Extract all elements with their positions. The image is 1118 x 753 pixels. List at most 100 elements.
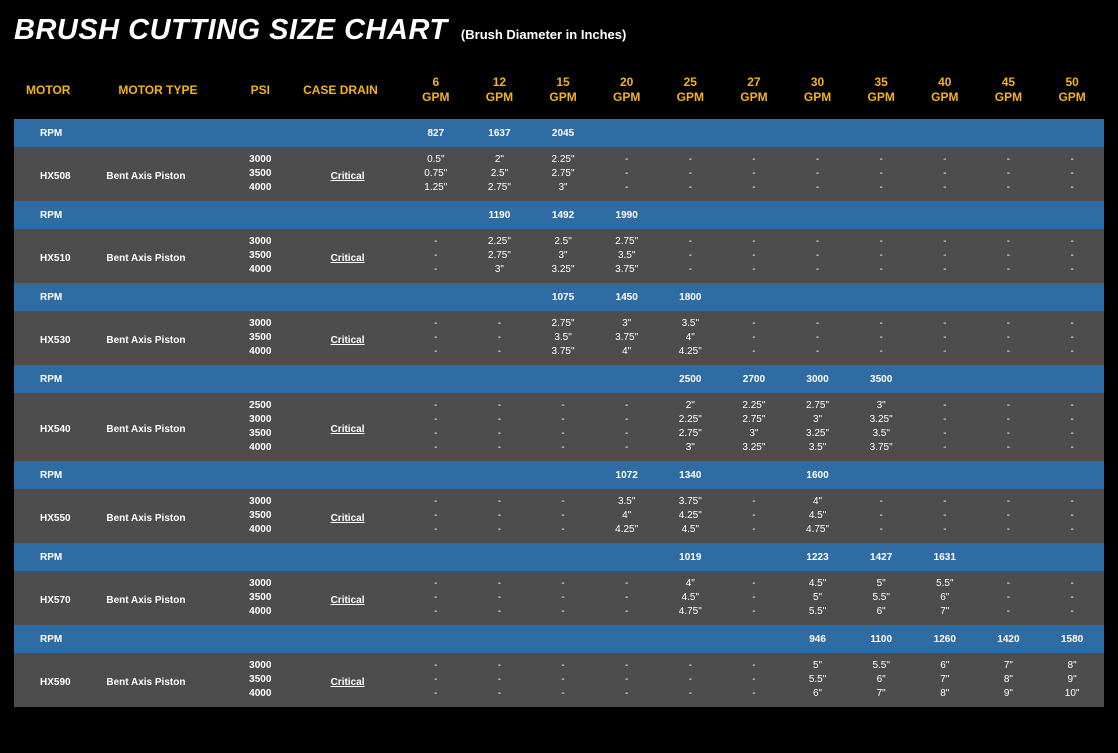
value-cell: - xyxy=(977,571,1041,591)
value-cell: 2.25" xyxy=(658,413,722,427)
value-cell: - xyxy=(468,673,532,687)
value-cell: - xyxy=(849,509,913,523)
value-cell: 2.75" xyxy=(531,167,595,181)
value-cell: 4" xyxy=(658,571,722,591)
value-cell: - xyxy=(849,263,913,283)
rpm-cell xyxy=(722,625,786,653)
rpm-cell xyxy=(468,283,532,311)
value-cell: - xyxy=(977,523,1041,543)
value-cell: 3.5" xyxy=(595,249,659,263)
psi-cell: 3500 xyxy=(230,249,292,263)
value-cell: 10" xyxy=(1040,687,1104,707)
case-drain: Critical xyxy=(291,311,404,365)
value-cell: - xyxy=(1040,393,1104,413)
rpm-row-HX530: RPM107514501800 xyxy=(14,283,1104,311)
value-cell: - xyxy=(786,229,850,249)
value-cell: 2" xyxy=(658,393,722,413)
col-gpm-45: 45GPM xyxy=(977,61,1041,119)
value-cell: - xyxy=(1040,311,1104,331)
value-cell: - xyxy=(531,489,595,509)
value-cell: - xyxy=(531,509,595,523)
rpm-cell xyxy=(913,119,977,147)
value-cell: - xyxy=(595,571,659,591)
value-cell: - xyxy=(913,523,977,543)
value-cell: - xyxy=(786,345,850,365)
col-gpm-40: 40GPM xyxy=(913,61,977,119)
case-drain: Critical xyxy=(291,571,404,625)
rpm-cell xyxy=(849,461,913,489)
value-cell: - xyxy=(1040,331,1104,345)
value-cell: 3" xyxy=(531,181,595,201)
value-cell: - xyxy=(722,181,786,201)
motor-type: Bent Axis Piston xyxy=(106,147,229,201)
value-cell: - xyxy=(849,181,913,201)
value-cell: 7" xyxy=(849,687,913,707)
rpm-cell: 2500 xyxy=(658,365,722,393)
rpm-cell xyxy=(531,543,595,571)
value-cell: - xyxy=(658,653,722,673)
rpm-cell xyxy=(977,543,1041,571)
motor-id: HX510 xyxy=(14,229,106,283)
value-cell: 7" xyxy=(977,653,1041,673)
rpm-label: RPM xyxy=(14,625,404,653)
value-cell: - xyxy=(1040,591,1104,605)
value-cell: - xyxy=(404,571,468,591)
value-cell: - xyxy=(977,263,1041,283)
value-cell: - xyxy=(658,263,722,283)
psi-cell: 3500 xyxy=(230,427,292,441)
page-subtitle: (Brush Diameter in Inches) xyxy=(461,27,626,42)
value-cell: - xyxy=(786,249,850,263)
value-cell: - xyxy=(658,181,722,201)
value-cell: 5" xyxy=(849,571,913,591)
value-cell: - xyxy=(1040,249,1104,263)
value-cell: 3.5" xyxy=(849,427,913,441)
rpm-label: RPM xyxy=(14,365,404,393)
value-cell: - xyxy=(913,229,977,249)
data-row-HX590: HX590Bent Axis Piston3000Critical------5… xyxy=(14,653,1104,673)
value-cell: - xyxy=(658,229,722,249)
value-cell: 2.5" xyxy=(468,167,532,181)
psi-cell: 3500 xyxy=(230,591,292,605)
value-cell: 4" xyxy=(658,331,722,345)
rpm-cell xyxy=(977,365,1041,393)
value-cell: - xyxy=(468,311,532,331)
rpm-row-HX590: RPM9461100126014201580 xyxy=(14,625,1104,653)
psi-cell: 3500 xyxy=(230,167,292,181)
col-motor: MOTOR xyxy=(14,61,106,119)
rpm-cell xyxy=(913,201,977,229)
value-cell: - xyxy=(531,591,595,605)
value-cell: 3.75" xyxy=(595,331,659,345)
rpm-cell xyxy=(849,201,913,229)
psi-cell: 3000 xyxy=(230,229,292,249)
value-cell: - xyxy=(722,311,786,331)
value-cell: - xyxy=(595,181,659,201)
value-cell: - xyxy=(722,331,786,345)
value-cell: 8" xyxy=(977,673,1041,687)
value-cell: - xyxy=(468,523,532,543)
rpm-cell: 3500 xyxy=(849,365,913,393)
col-gpm-50: 50GPM xyxy=(1040,61,1104,119)
value-cell: 3" xyxy=(658,441,722,461)
value-cell: 7" xyxy=(913,673,977,687)
col-gpm-15: 15GPM xyxy=(531,61,595,119)
rpm-cell: 1427 xyxy=(849,543,913,571)
psi-cell: 3500 xyxy=(230,673,292,687)
rpm-row-HX550: RPM107213401600 xyxy=(14,461,1104,489)
value-cell: - xyxy=(786,311,850,331)
rpm-label: RPM xyxy=(14,119,404,147)
value-cell: 3" xyxy=(722,427,786,441)
rpm-cell xyxy=(531,461,595,489)
rpm-cell: 1420 xyxy=(977,625,1041,653)
value-cell: 2.75" xyxy=(468,249,532,263)
value-cell: - xyxy=(1040,509,1104,523)
rpm-cell xyxy=(722,461,786,489)
value-cell: - xyxy=(849,345,913,365)
rpm-cell xyxy=(468,365,532,393)
data-row-HX530: HX530Bent Axis Piston3000Critical--2.75"… xyxy=(14,311,1104,331)
psi-cell: 4000 xyxy=(230,345,292,365)
rpm-cell: 3000 xyxy=(786,365,850,393)
value-cell: - xyxy=(404,591,468,605)
value-cell: 2.75" xyxy=(786,393,850,413)
value-cell: 3.5" xyxy=(786,441,850,461)
size-chart-table: MOTOR MOTOR TYPE PSI CASE DRAIN 6GPM12GP… xyxy=(14,61,1104,707)
